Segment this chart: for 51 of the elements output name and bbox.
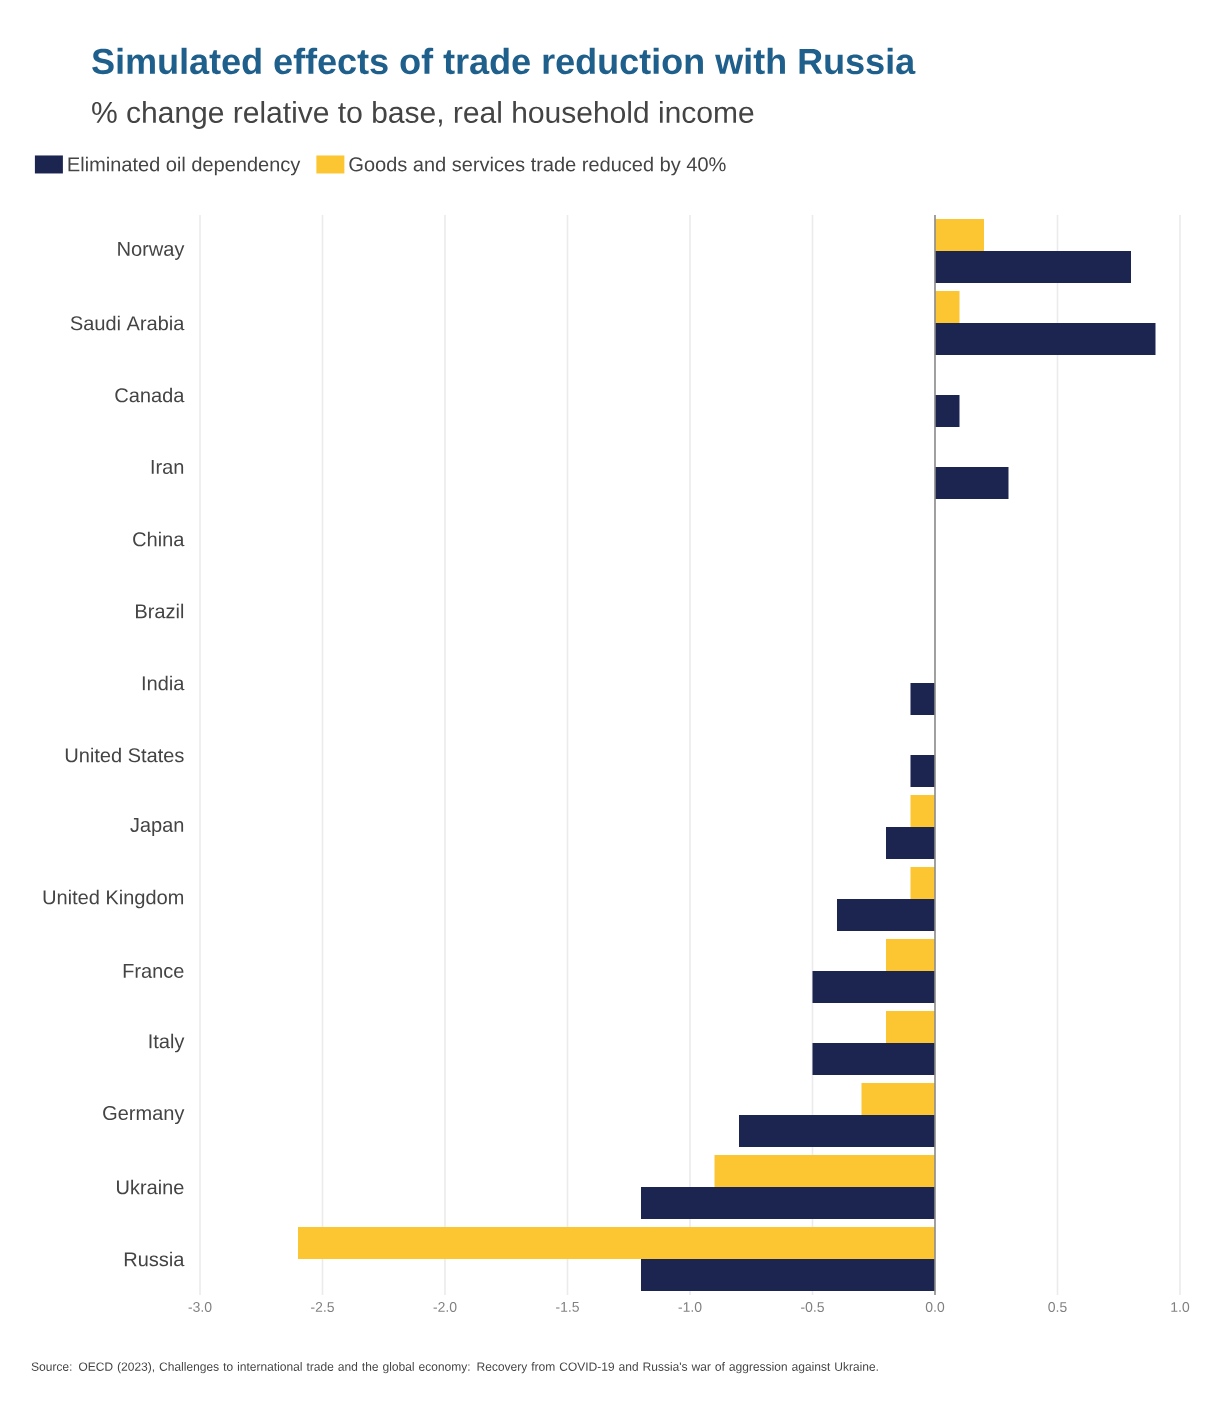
y-tick-label: Brazil — [136, 603, 184, 619]
y-tick-label: Ukraine — [117, 1179, 184, 1195]
bar — [934, 219, 984, 252]
bar — [934, 467, 1009, 500]
source-note: Source: OECD (2023), Challenges to international trade and the global economy: Recovery from COVID-19 and Russia's war of aggression against Ukraine. — [31, 1362, 878, 1374]
y-tick-label: Japan — [130, 818, 184, 836]
chart-title: Simulated effects of trade reduction with Russia — [92, 47, 916, 75]
y-tick-label: Norway — [118, 242, 185, 260]
legend-label: Goods and services trade reduced by 40% — [349, 156, 726, 176]
y-tick-label: India — [142, 675, 185, 691]
x-tick-label: -1.5 — [556, 1302, 579, 1312]
bar — [910, 867, 935, 900]
bar — [739, 1115, 935, 1148]
y-tick-label: Russia — [124, 1251, 185, 1267]
bar — [297, 1227, 935, 1260]
bar — [837, 899, 935, 932]
bar — [641, 1187, 935, 1220]
x-tick-label: -3.0 — [188, 1302, 212, 1312]
x-tick-label: -0.5 — [801, 1302, 824, 1312]
bar — [934, 395, 960, 428]
x-tick-label: 0.0 — [925, 1302, 945, 1312]
chart-subtitle: % change relative to base, real household income — [92, 101, 754, 129]
bar — [861, 1083, 935, 1116]
bar — [641, 1259, 935, 1292]
bar — [714, 1155, 935, 1188]
bar — [886, 1011, 935, 1044]
bar — [812, 971, 935, 1004]
y-tick-label: China — [133, 531, 185, 547]
y-tick-label: Canada — [115, 387, 185, 403]
x-tick-label: 1.0 — [1171, 1302, 1190, 1312]
y-tick-label: United Kingdom — [43, 889, 184, 909]
bar — [886, 827, 935, 860]
x-tick-label: -2.0 — [433, 1302, 457, 1312]
bar — [886, 939, 935, 972]
y-tick-label: France — [123, 964, 184, 978]
legend-label: Eliminated oil dependency — [68, 156, 301, 176]
bar — [910, 683, 935, 716]
y-tick-label: Germany — [103, 1105, 185, 1125]
y-tick-label: Saudi Arabia — [70, 315, 185, 331]
x-tick-label: -2.5 — [311, 1302, 334, 1312]
x-tick-label: -1.0 — [678, 1302, 702, 1312]
y-tick-label: Iran — [151, 460, 184, 474]
bar — [910, 795, 935, 828]
y-tick-label: Italy — [149, 1033, 185, 1053]
bar — [934, 291, 960, 324]
y-tick-label: United States — [65, 747, 184, 763]
x-tick-label: 0.5 — [1048, 1302, 1067, 1312]
bar — [812, 1043, 935, 1076]
bar — [934, 323, 1156, 356]
bar — [910, 755, 935, 788]
bar — [934, 251, 1131, 284]
